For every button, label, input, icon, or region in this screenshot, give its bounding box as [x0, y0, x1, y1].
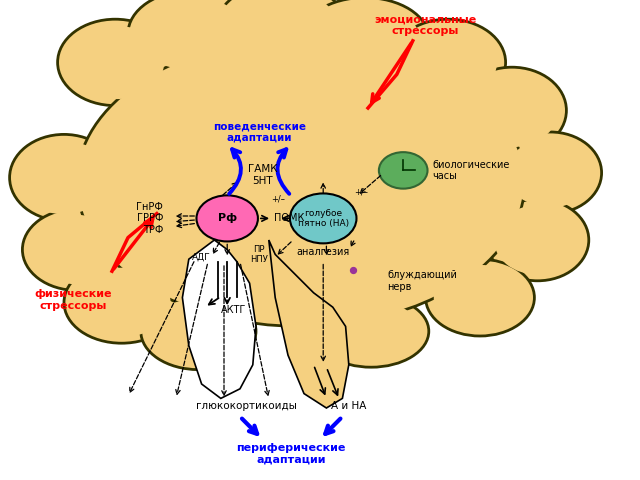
Ellipse shape — [128, 0, 256, 77]
Text: А и НА: А и НА — [331, 401, 367, 410]
Ellipse shape — [141, 293, 256, 370]
Text: эмоциональные
стрессоры: эмоциональные стрессоры — [374, 14, 477, 36]
Ellipse shape — [494, 205, 581, 275]
Ellipse shape — [138, 0, 246, 71]
Ellipse shape — [310, 4, 419, 73]
Ellipse shape — [83, 43, 518, 322]
Ellipse shape — [426, 259, 534, 336]
Text: глюкокортикоиды: глюкокортикоиды — [196, 401, 297, 410]
Ellipse shape — [72, 268, 170, 337]
Text: ГАМК
5НТ: ГАМК 5НТ — [248, 164, 277, 186]
Text: голубое
пятно (НА): голубое пятно (НА) — [298, 209, 349, 228]
Text: физические
стрессоры: физические стрессоры — [35, 289, 113, 311]
Circle shape — [196, 195, 258, 241]
Text: биологические
часы: биологические часы — [432, 159, 509, 181]
Text: +/–: +/– — [355, 188, 369, 196]
Ellipse shape — [31, 215, 123, 284]
Circle shape — [290, 193, 356, 243]
Ellipse shape — [64, 262, 179, 343]
Text: +/–: +/– — [271, 195, 285, 204]
Ellipse shape — [399, 25, 497, 99]
Text: АДГ: АДГ — [192, 252, 211, 261]
Circle shape — [379, 152, 428, 189]
Point — [348, 266, 358, 274]
Text: аналгезия: аналгезия — [296, 247, 350, 257]
Text: Рф: Рф — [218, 214, 237, 223]
Ellipse shape — [22, 209, 131, 290]
Polygon shape — [182, 240, 256, 398]
Ellipse shape — [499, 132, 602, 214]
Ellipse shape — [507, 138, 594, 207]
Ellipse shape — [458, 67, 566, 154]
Text: периферические
адаптации: периферические адаптации — [237, 443, 346, 464]
Ellipse shape — [466, 73, 558, 147]
Ellipse shape — [77, 38, 525, 326]
Ellipse shape — [58, 19, 173, 106]
Ellipse shape — [314, 295, 429, 367]
Ellipse shape — [434, 265, 526, 330]
Text: ГнРФ
ГРРФ
ТРФ: ГнРФ ГРРФ ТРФ — [136, 202, 163, 235]
Text: АКТГ: АКТГ — [221, 305, 246, 314]
Ellipse shape — [390, 19, 506, 106]
Ellipse shape — [150, 299, 248, 364]
Text: поведенческие
адаптации: поведенческие адаптации — [212, 121, 306, 143]
Text: ПОМК: ПОМК — [274, 214, 304, 223]
Ellipse shape — [18, 141, 110, 215]
Ellipse shape — [10, 134, 118, 221]
Ellipse shape — [218, 0, 346, 65]
Text: ПР
НПУ: ПР НПУ — [250, 245, 268, 264]
Ellipse shape — [486, 199, 589, 281]
Polygon shape — [192, 250, 246, 391]
Ellipse shape — [301, 0, 429, 79]
Polygon shape — [269, 240, 349, 408]
Ellipse shape — [323, 300, 420, 362]
Ellipse shape — [227, 0, 336, 59]
Text: блуждающий
нерв: блуждающий нерв — [387, 270, 457, 291]
Ellipse shape — [66, 25, 164, 99]
